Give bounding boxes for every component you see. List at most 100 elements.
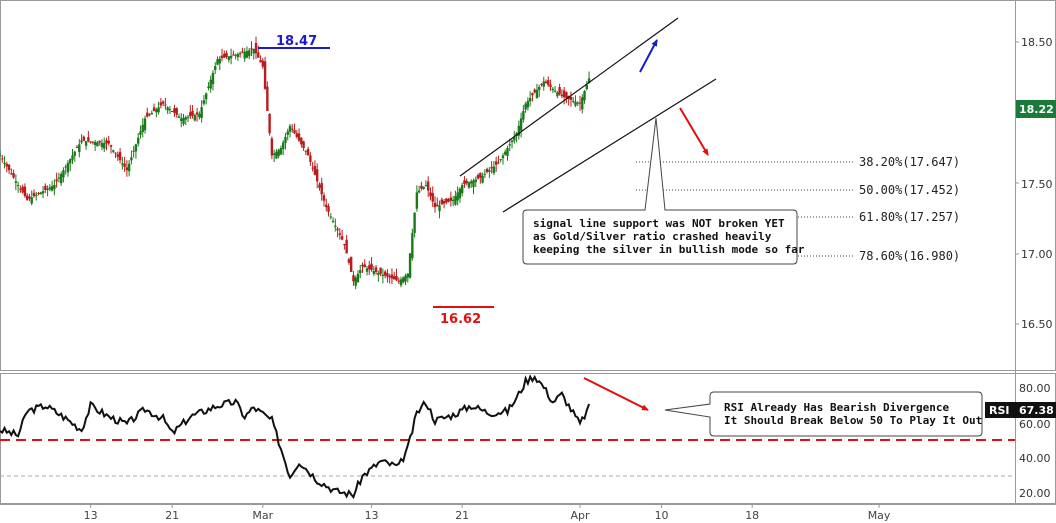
candle-body — [465, 180, 468, 184]
candle-body — [152, 107, 156, 111]
rsi-callout-line: It Should Break Below 50 To Play It Out — [724, 414, 982, 427]
candle-body — [73, 151, 76, 156]
rsi-callout: RSI Already Has Bearish Divergence It Sh… — [664, 391, 983, 437]
candle-body — [10, 173, 13, 175]
candle-body — [293, 129, 296, 134]
x-tick-label: 13 — [84, 509, 98, 522]
candle-body — [379, 267, 382, 274]
candle-body — [143, 118, 147, 131]
fib-level-label: 78.60%(16.980) — [859, 249, 960, 263]
candle-body — [198, 113, 201, 118]
candle-body — [57, 177, 61, 179]
candle-body — [494, 161, 498, 165]
candle-body — [214, 66, 217, 71]
candle-body — [295, 133, 298, 137]
candle-body — [363, 264, 366, 268]
bullish-arrow — [639, 39, 658, 73]
candle-body — [64, 166, 67, 168]
candle-body — [182, 117, 185, 124]
candle-body — [508, 144, 511, 146]
candle-body — [62, 170, 65, 178]
candle-body — [71, 155, 74, 160]
price-y-tick: 18.50 — [1021, 36, 1053, 49]
candle-body — [481, 175, 484, 183]
candle-body — [413, 212, 416, 233]
candle-body — [549, 84, 552, 87]
candle-body — [504, 151, 507, 155]
candle-body — [300, 137, 303, 145]
candle-body — [402, 277, 405, 283]
candle-body — [470, 181, 473, 184]
candle-body — [479, 172, 482, 178]
candle-body — [517, 125, 521, 136]
candle-body — [252, 48, 255, 54]
fibonacci-levels: 38.20%(17.647) 50.00%(17.452) 61.80%(17.… — [636, 155, 960, 263]
candle-body — [28, 196, 31, 199]
candle-body — [223, 53, 226, 58]
candle-body — [513, 136, 516, 141]
candle-body — [159, 102, 163, 106]
candle-body — [436, 204, 439, 207]
candle-body — [263, 61, 267, 89]
x-tick-label: Mar — [252, 509, 273, 522]
candle-body — [98, 140, 101, 143]
candle-body — [506, 148, 509, 156]
candle-body — [112, 150, 115, 152]
candle-body — [467, 182, 471, 188]
candle-body — [540, 83, 543, 85]
candle-body — [109, 145, 113, 147]
price-y-tick: 17.50 — [1021, 178, 1053, 191]
candle-body — [257, 52, 260, 58]
price-callout-line: as Gold/Silver ratio crashed heavily — [533, 230, 772, 243]
candle-body — [483, 173, 487, 175]
fib-level-label: 50.00%(17.452) — [859, 183, 960, 197]
fib-level-label: 61.80%(17.257) — [859, 210, 960, 224]
candle-body — [211, 72, 215, 85]
candle-body — [25, 195, 29, 200]
candle-body — [41, 191, 45, 194]
x-tick-label: 18 — [745, 509, 759, 522]
candle-body — [186, 116, 190, 118]
candle-body — [302, 141, 305, 148]
candle-body — [207, 86, 210, 88]
candle-body — [560, 94, 564, 97]
candle-body — [454, 196, 457, 205]
candle-body — [268, 114, 271, 134]
x-tick-label: 21 — [165, 509, 179, 522]
candle-body — [510, 140, 514, 143]
candle-body — [200, 107, 203, 118]
candle-body — [202, 100, 206, 104]
candle-body — [19, 188, 22, 190]
candle-body — [35, 194, 38, 196]
candle-body — [127, 163, 131, 172]
candle-body — [132, 150, 135, 152]
candle-body — [279, 148, 283, 155]
candle-body — [75, 147, 79, 149]
candle-body — [354, 277, 357, 286]
candle-body — [499, 159, 502, 161]
candle-body — [368, 265, 371, 270]
candle-body — [463, 180, 466, 185]
candle-body — [0, 155, 2, 157]
candle-body — [53, 185, 56, 189]
candle-body — [315, 169, 319, 182]
candle-body — [556, 92, 559, 97]
candle-body — [485, 168, 489, 173]
candle-body — [5, 163, 8, 167]
candle-body — [415, 192, 419, 209]
candle-body — [531, 92, 534, 96]
price-callout-line: signal line support was NOT broken YET — [533, 217, 785, 230]
candle-body — [241, 51, 244, 53]
candle-body — [184, 117, 187, 120]
candle-body — [438, 205, 441, 212]
x-tick-label: 10 — [655, 509, 669, 522]
candle-body — [80, 140, 83, 143]
candle-body — [345, 239, 348, 254]
candle-body — [331, 221, 335, 223]
candle-body — [44, 185, 47, 190]
candle-body — [356, 273, 360, 283]
candle-body — [544, 81, 548, 84]
candle-body — [234, 54, 237, 56]
channel-upper-line — [459, 17, 679, 177]
candle-body — [587, 78, 591, 84]
